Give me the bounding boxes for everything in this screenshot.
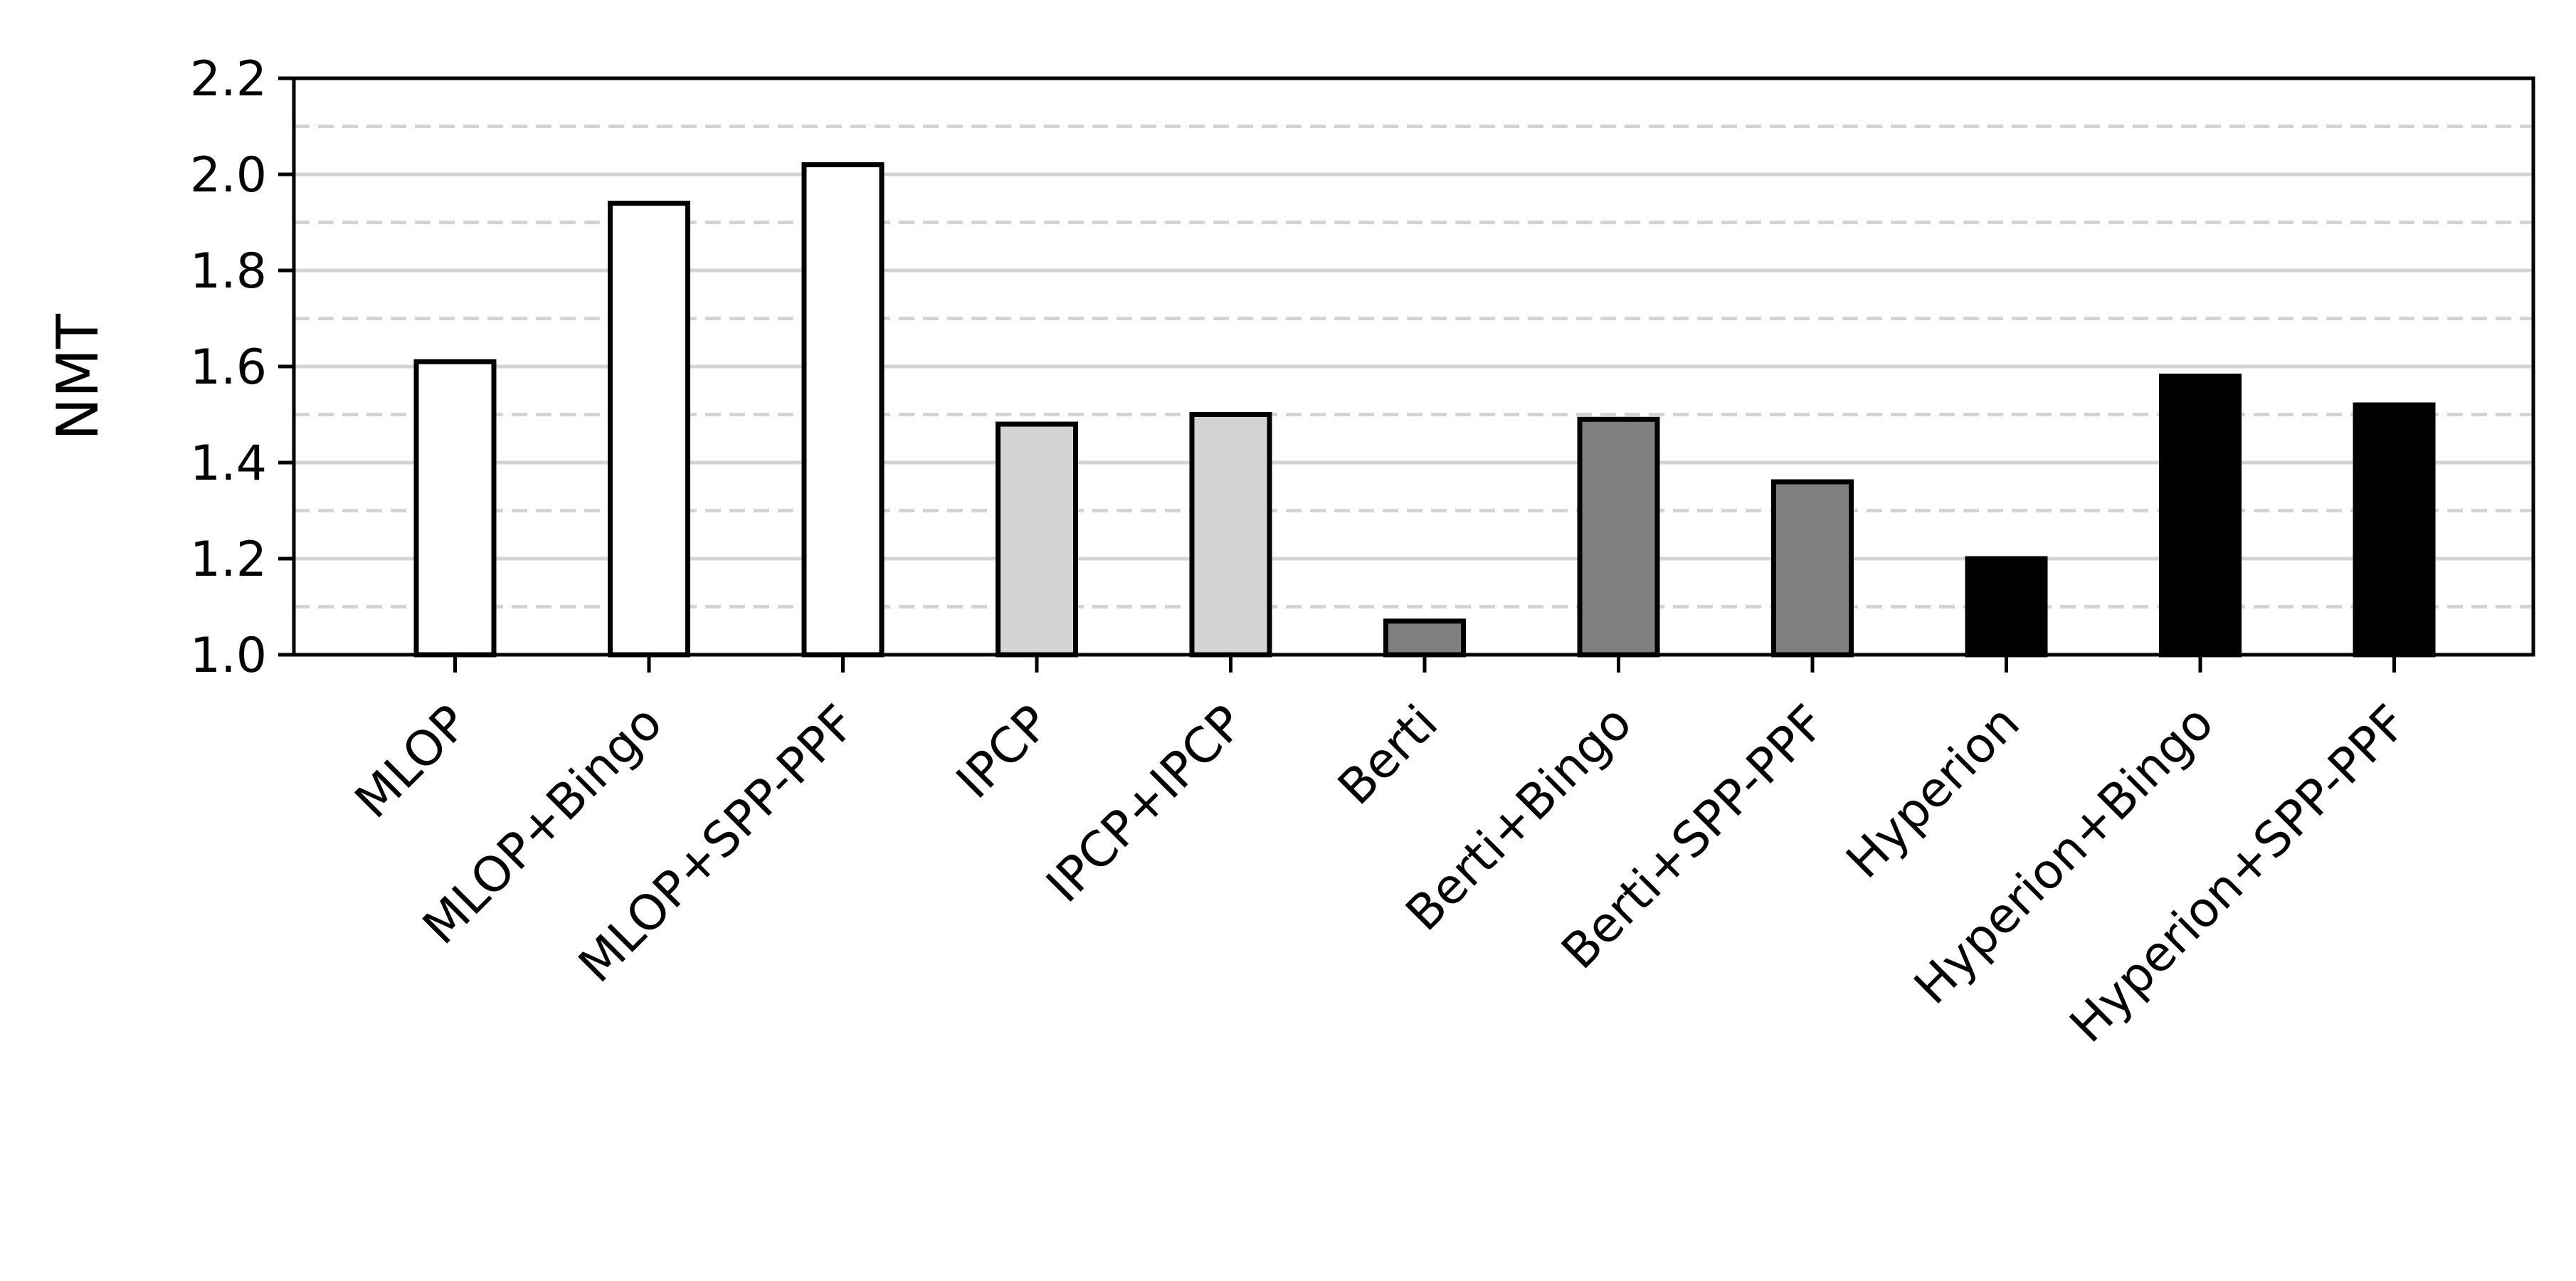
bar [2159, 374, 2242, 658]
y-tick-label: 1.2 [190, 532, 267, 588]
bar [1965, 556, 2048, 658]
axes [278, 76, 2535, 673]
tick-labels: 1.01.21.41.61.82.02.2MLOPMLOP+BingoMLOP+… [190, 51, 2419, 1054]
bar [1577, 416, 1660, 658]
bar [1383, 618, 1466, 658]
y-tick-label: 2.2 [190, 51, 267, 107]
bar [996, 421, 1078, 658]
y-axis-label: NMT [45, 313, 111, 441]
bar [1189, 412, 1272, 658]
y-tick-label: 1.6 [190, 339, 267, 396]
bars [413, 162, 2436, 658]
y-tick-label: 2.0 [190, 147, 267, 204]
y-tick-label: 1.4 [190, 436, 267, 492]
x-tick-label: IPCP+IPCP [1036, 695, 1255, 914]
bar [1771, 479, 1854, 658]
bar [608, 201, 690, 658]
bar [2353, 402, 2436, 658]
y-tick-label: 1.8 [190, 243, 267, 300]
x-tick-label: MLOP [344, 695, 479, 829]
x-tick-label: Berti [1328, 695, 1449, 816]
x-tick-label: IPCP [946, 695, 1061, 810]
x-tick-label: Hyperion [1836, 695, 2031, 890]
y-tick-label: 1.0 [190, 628, 267, 684]
bar [801, 162, 885, 658]
bar [413, 359, 497, 658]
x-tick-label: Hyperion+SPP-PPF [2059, 695, 2418, 1053]
